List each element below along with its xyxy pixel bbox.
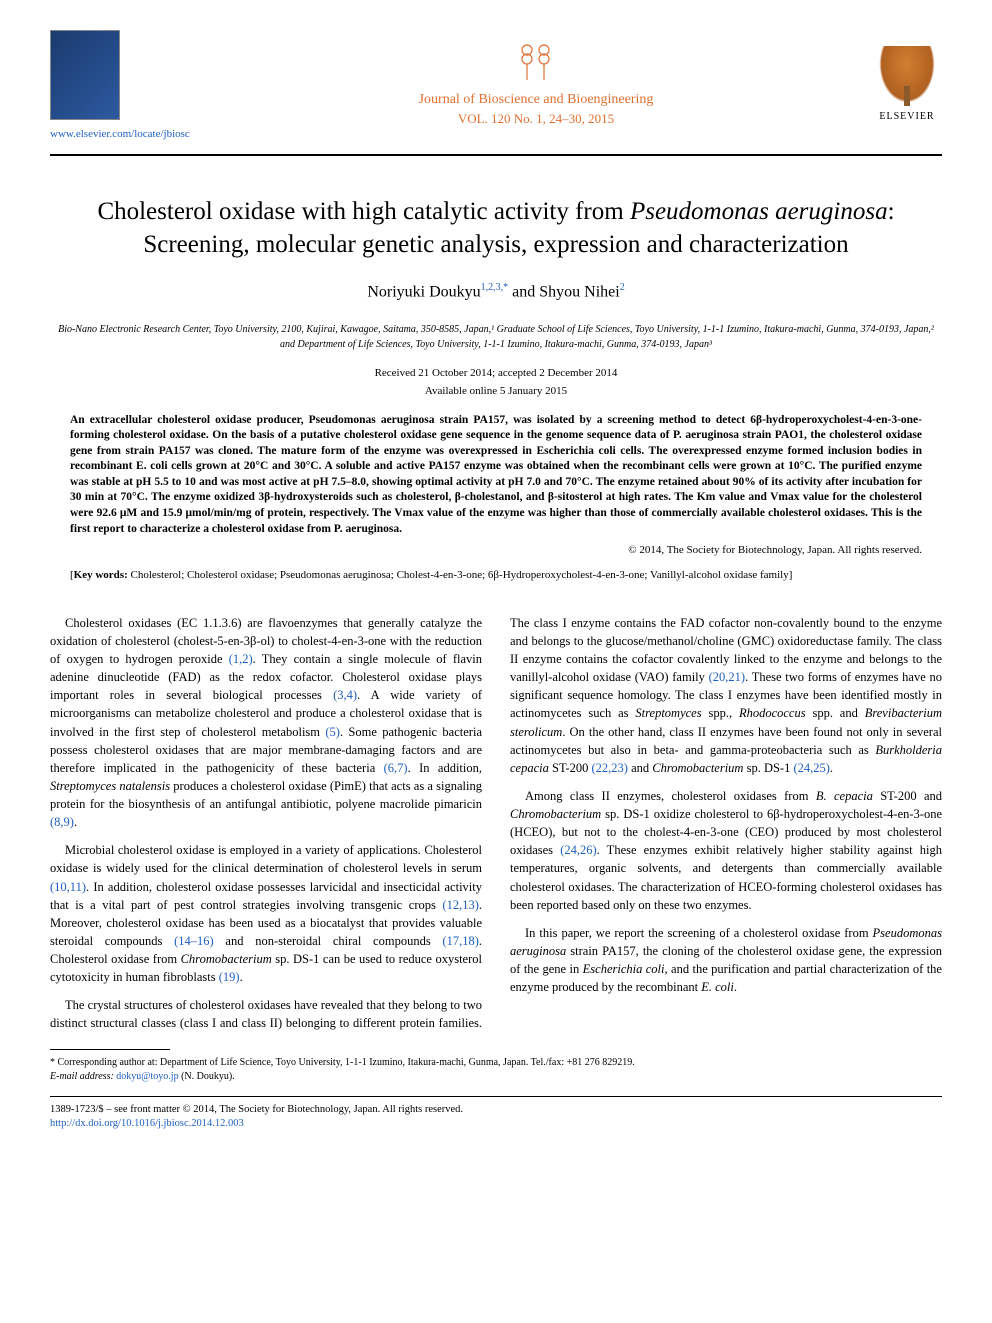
para-2: Microbial cholesterol oxidase is employe… — [50, 841, 482, 986]
para-5: In this paper, we report the screening o… — [510, 924, 942, 997]
title-part1: Cholesterol oxidase with high catalytic … — [97, 198, 630, 225]
ref-1-2[interactable]: (1,2) — [229, 652, 253, 666]
ref-12-13[interactable]: (12,13) — [442, 898, 478, 912]
ref-24-25[interactable]: (24,25) — [793, 761, 829, 775]
ref-17-18[interactable]: (17,18) — [442, 934, 478, 948]
ref-10-11[interactable]: (10,11) — [50, 880, 86, 894]
keywords-list: Cholesterol; Cholesterol oxidase; Pseudo… — [128, 569, 793, 581]
keywords: [Key words: Cholesterol; Cholesterol oxi… — [70, 568, 922, 583]
ref-19[interactable]: (19) — [219, 970, 240, 984]
elsevier-tree-icon — [877, 46, 937, 106]
affiliations: Bio-Nano Electronic Research Center, Toy… — [50, 322, 942, 352]
ref-14-16[interactable]: (14–16) — [174, 934, 214, 948]
publisher-name: ELSEVIER — [879, 110, 934, 124]
issn-copyright: 1389-1723/$ – see front matter © 2014, T… — [50, 1103, 942, 1118]
footnote-separator — [50, 1049, 170, 1050]
email-label: E-mail address: — [50, 1071, 116, 1082]
header-center: Journal of Bioscience and Bioengineering… — [419, 44, 654, 128]
journal-volume: VOL. 120 No. 1, 24–30, 2015 — [419, 110, 654, 128]
corresponding-footnote: * Corresponding author at: Department of… — [50, 1056, 942, 1084]
article-dates: Received 21 October 2014; accepted 2 Dec… — [50, 366, 942, 381]
ref-3-4[interactable]: (3,4) — [333, 688, 357, 702]
header-right: ELSEVIER — [822, 46, 942, 126]
author-2: and Shyou Nihei — [508, 284, 620, 301]
elsevier-logo[interactable]: ELSEVIER — [872, 46, 942, 126]
ref-24-26[interactable]: (24,26) — [560, 843, 596, 857]
bottom-bar: 1389-1723/$ – see front matter © 2014, T… — [50, 1096, 942, 1132]
author-2-affil[interactable]: 2 — [620, 282, 625, 293]
header-left: www.elsevier.com/locate/jbiosc — [50, 30, 250, 142]
authors: Noriyuki Doukyu1,2,3,* and Shyou Nihei2 — [50, 281, 942, 304]
journal-name: Journal of Bioscience and Bioengineering — [419, 90, 654, 110]
ref-5[interactable]: (5) — [325, 725, 340, 739]
locate-link[interactable]: www.elsevier.com/locate/jbiosc — [50, 128, 190, 140]
doi-link[interactable]: http://dx.doi.org/10.1016/j.jbiosc.2014.… — [50, 1118, 244, 1129]
ref-6-7[interactable]: (6,7) — [384, 761, 408, 775]
journal-logo-icon — [516, 44, 556, 84]
article-header: www.elsevier.com/locate/jbiosc Journal o… — [50, 30, 942, 156]
email-suffix: (N. Doukyu). — [179, 1071, 235, 1082]
keywords-label: Key words: — [74, 569, 128, 581]
article-title: Cholesterol oxidase with high catalytic … — [50, 196, 942, 261]
abstract: An extracellular cholesterol oxidase pro… — [70, 413, 922, 537]
para-1: Cholesterol oxidases (EC 1.1.3.6) are fl… — [50, 614, 482, 832]
ref-8-9[interactable]: (8,9) — [50, 815, 74, 829]
abstract-copyright: © 2014, The Society for Biotechnology, J… — [70, 543, 922, 558]
email-link[interactable]: dokyu@toyo.jp — [116, 1071, 178, 1082]
corresponding-author: * Corresponding author at: Department of… — [50, 1056, 942, 1070]
para-4: Among class II enzymes, cholesterol oxid… — [510, 787, 942, 914]
body-text: Cholesterol oxidases (EC 1.1.3.6) are fl… — [50, 614, 942, 1033]
online-date: Available online 5 January 2015 — [50, 384, 942, 399]
journal-cover-thumbnail[interactable] — [50, 30, 120, 120]
email-line: E-mail address: dokyu@toyo.jp (N. Doukyu… — [50, 1070, 942, 1084]
ref-20-21[interactable]: (20,21) — [709, 670, 745, 684]
title-species: Pseudomonas aeruginosa — [630, 198, 888, 225]
author-1-affil[interactable]: 1,2,3, — [481, 282, 504, 293]
ref-22-23[interactable]: (22,23) — [591, 761, 627, 775]
author-1: Noriyuki Doukyu — [367, 284, 480, 301]
